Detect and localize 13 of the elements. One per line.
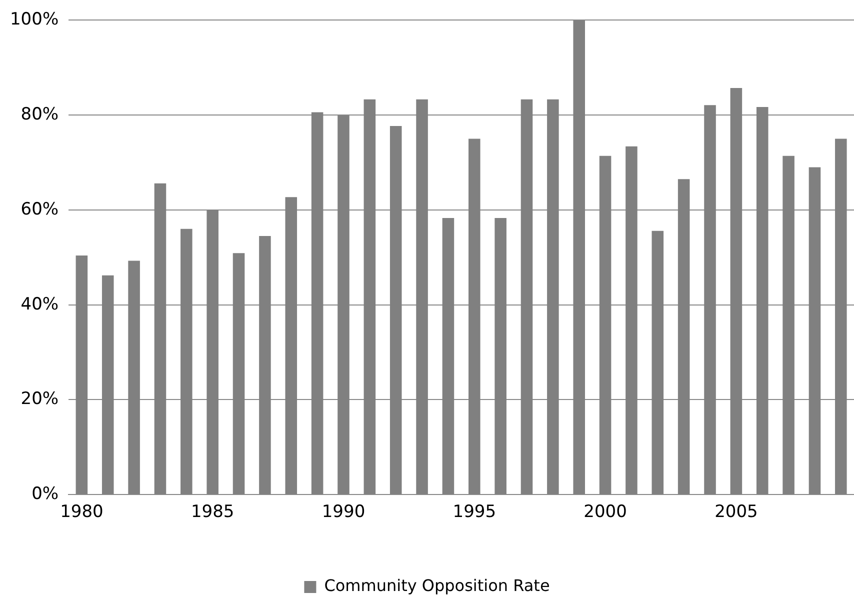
- x-tick-label: 2005: [714, 502, 758, 522]
- x-tick-label: 1985: [190, 502, 234, 522]
- y-tick-label: 100%: [10, 10, 59, 30]
- y-tick-label: 60%: [20, 199, 59, 220]
- y-tick-label: 40%: [20, 294, 59, 314]
- y-tick-label: 0%: [32, 484, 59, 504]
- x-tick-label: 1980: [60, 502, 104, 522]
- x-tick-label: 2000: [584, 502, 627, 522]
- x-tick-label: 1990: [322, 502, 366, 522]
- legend-label: Community Opposition Rate: [324, 576, 550, 596]
- y-tick-label: 80%: [20, 104, 59, 124]
- x-tick-label: 1995: [452, 502, 496, 522]
- y-tick-label: 20%: [20, 389, 59, 410]
